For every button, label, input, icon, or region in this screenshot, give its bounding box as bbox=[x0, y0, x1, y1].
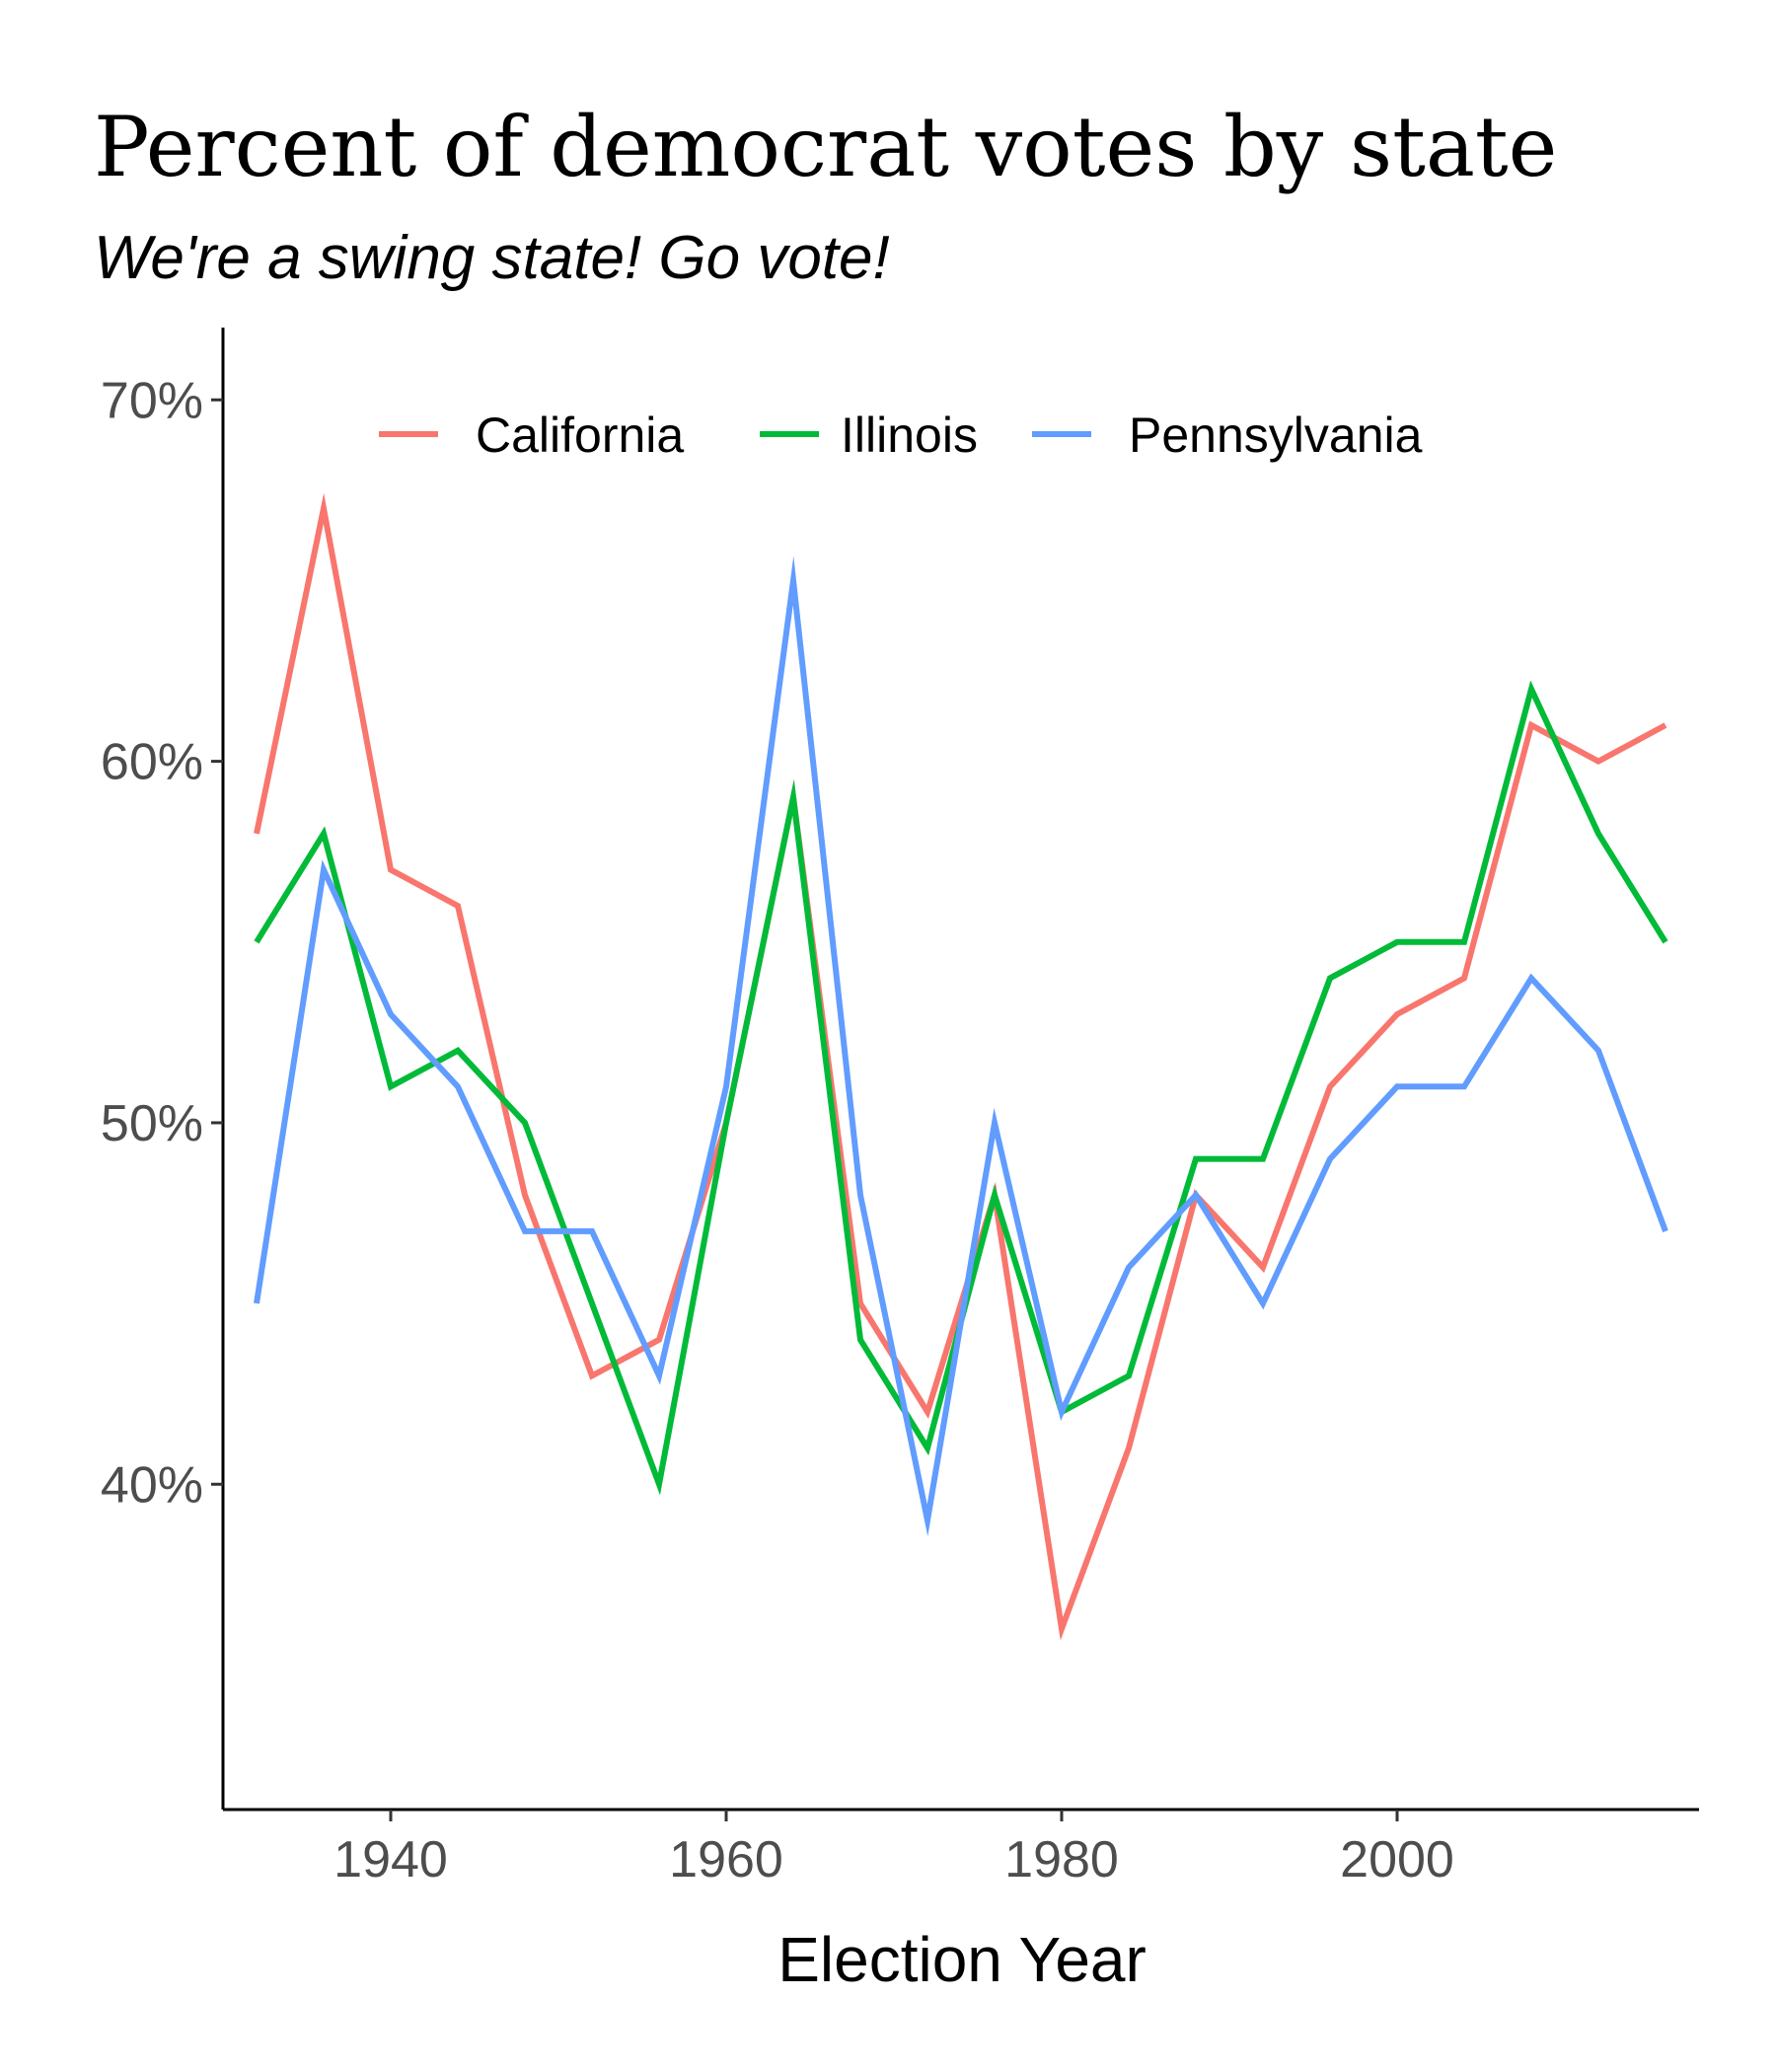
x-axis-title: Election Year bbox=[777, 1924, 1147, 1995]
x-tick-label: 1940 bbox=[333, 1831, 448, 1888]
chart-subtitle: We're a swing state! Go vote! bbox=[94, 224, 890, 292]
y-tick-label: 40% bbox=[101, 1456, 203, 1514]
series-lines bbox=[254, 492, 1668, 1641]
y-tick-label: 70% bbox=[101, 372, 203, 429]
x-tick-label: 1980 bbox=[1004, 1831, 1119, 1888]
x-tick-label: 1960 bbox=[669, 1831, 783, 1888]
legend-label-illinois: Illinois bbox=[841, 407, 978, 463]
series-line-california bbox=[254, 492, 1667, 1641]
legend-label-california: California bbox=[476, 407, 684, 463]
y-tick-label: 60% bbox=[101, 734, 203, 791]
axes: 40% 50% 60% 70% 1940 1960 1980 2000 bbox=[101, 328, 1699, 1888]
y-tick-label: 50% bbox=[101, 1095, 203, 1152]
legend: California Illinois Pennsylvania bbox=[379, 407, 1423, 463]
legend-label-pennsylvania: Pennsylvania bbox=[1129, 407, 1423, 463]
x-tick-label: 2000 bbox=[1340, 1831, 1454, 1888]
series-line-pennsylvania bbox=[254, 555, 1668, 1537]
chart-title: Percent of democrat votes by state bbox=[94, 99, 1558, 195]
